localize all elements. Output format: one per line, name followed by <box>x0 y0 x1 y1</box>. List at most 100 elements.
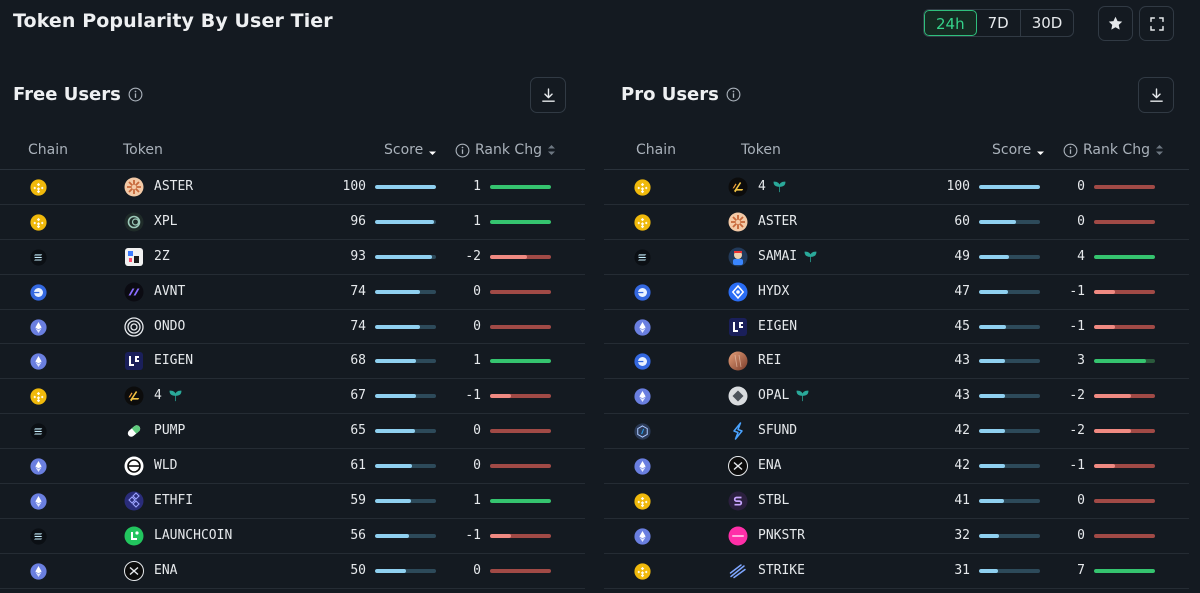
token-symbol: ASTER <box>154 179 194 194</box>
rank-change-bar <box>490 464 551 469</box>
token-name[interactable]: ASTER <box>154 179 193 194</box>
table-header: Chain Token Score Rank Chg <box>604 130 1189 170</box>
token-name[interactable]: 4 <box>154 388 183 403</box>
favorite-button[interactable] <box>1098 6 1133 41</box>
score-bar-fill <box>375 533 410 538</box>
token-name[interactable]: REI <box>758 353 781 368</box>
range-24h-button[interactable]: 24h <box>924 10 977 36</box>
score-value: 67 <box>350 388 366 404</box>
score-value: 43 <box>954 353 970 369</box>
download-button[interactable] <box>1138 77 1174 113</box>
table-row[interactable]: PUMP 65 0 <box>0 414 585 450</box>
rank-change-value: -2 <box>1069 388 1085 404</box>
token-name[interactable]: SAMAI <box>758 249 818 264</box>
download-button[interactable] <box>530 77 566 113</box>
token-name[interactable]: ONDO <box>154 319 185 334</box>
table-row[interactable]: SFUND 42 -2 <box>604 414 1189 450</box>
token-name[interactable]: WLD <box>154 458 177 473</box>
info-icon[interactable] <box>726 87 741 102</box>
rank-change-bar <box>1094 254 1155 259</box>
range-7d-button[interactable]: 7D <box>977 10 1021 36</box>
rank-change-value: 7 <box>1077 562 1085 578</box>
table-row[interactable]: LAUNCHCOIN 56 -1 <box>0 519 585 554</box>
table-body: 4 100 0 ASTER 60 0 SAMAI 49 4 HYDX 47 -1 EIGEN 45 -1 RE… <box>604 170 1189 589</box>
rank-change-bar <box>1094 289 1155 294</box>
table-row[interactable]: ONDO 74 0 <box>0 310 585 345</box>
token-name[interactable]: STRIKE <box>758 563 805 578</box>
table-row[interactable]: STRIKE 31 7 <box>604 554 1189 589</box>
token-name[interactable]: 2Z <box>154 249 170 264</box>
rank-change-bar-fill <box>1094 464 1116 469</box>
ethereum-chain-icon <box>634 318 651 336</box>
token-symbol: SAMAI <box>758 248 798 264</box>
solana-chain-icon <box>30 423 47 440</box>
table-row[interactable]: 4 67 -1 <box>0 379 585 415</box>
token-name[interactable]: LAUNCHCOIN <box>154 528 232 543</box>
table-row[interactable]: EIGEN 45 -1 <box>604 310 1189 345</box>
score-bar <box>979 324 1040 329</box>
table-row[interactable]: SAMAI 49 4 <box>604 240 1189 275</box>
table-row[interactable]: ASTER 100 1 <box>0 170 585 205</box>
table-row[interactable]: WLD 61 0 <box>0 449 585 485</box>
column-rank-change[interactable]: Rank Chg <box>455 142 556 158</box>
rank-change-bar-fill <box>1094 359 1146 364</box>
table-row[interactable]: XPL 96 1 <box>0 205 585 240</box>
rank-change-bar <box>1094 533 1155 538</box>
token-name[interactable]: ASTER <box>758 214 797 229</box>
info-icon[interactable] <box>128 87 143 102</box>
rank-change-value: -2 <box>465 248 481 264</box>
token-name[interactable]: OPAL <box>758 388 810 403</box>
table-row[interactable]: ETHFI 59 1 <box>0 484 585 519</box>
token-name[interactable]: AVNT <box>154 284 185 299</box>
score-value: 74 <box>350 283 366 299</box>
table-row[interactable]: REI 43 3 <box>604 344 1189 380</box>
score-value: 47 <box>954 283 970 299</box>
token-name[interactable]: STBL <box>758 493 789 508</box>
column-score[interactable]: Score <box>384 142 437 158</box>
token-name[interactable]: EIGEN <box>758 319 797 334</box>
fullscreen-button[interactable] <box>1139 6 1174 41</box>
rank-change-bar <box>490 394 551 399</box>
score-bar-fill <box>979 499 1004 504</box>
rank-change-value: 0 <box>1077 493 1085 509</box>
score-value: 31 <box>954 562 970 578</box>
token-symbol: PUMP <box>154 423 186 439</box>
token-name[interactable]: PUMP <box>154 423 185 438</box>
table-row[interactable]: ASTER 60 0 <box>604 205 1189 240</box>
token-symbol: ONDO <box>154 318 186 334</box>
table-row[interactable]: 4 100 0 <box>604 170 1189 205</box>
token-name[interactable]: 4 <box>758 179 787 194</box>
ethereum-chain-icon <box>634 388 651 405</box>
column-score[interactable]: Score <box>992 142 1045 158</box>
wld-token-icon <box>124 456 144 476</box>
token-name[interactable]: SFUND <box>758 423 797 438</box>
rank-change-bar-fill <box>1094 289 1116 294</box>
table-row[interactable]: HYDX 47 -1 <box>604 275 1189 310</box>
rank-change-value: 0 <box>1077 527 1085 543</box>
rank-change-value: -1 <box>465 388 481 404</box>
score-bar-fill <box>375 185 436 189</box>
page-header: Token Popularity By User Tier 24h 7D 30D <box>0 0 1200 50</box>
table-row[interactable]: EIGEN 68 1 <box>0 344 585 380</box>
token-name[interactable]: XPL <box>154 214 177 229</box>
token-name[interactable]: PNKSTR <box>758 528 805 543</box>
four-token-icon <box>728 177 748 197</box>
table-row[interactable]: AVNT 74 0 <box>0 275 585 310</box>
token-name[interactable]: ETHFI <box>154 493 193 508</box>
rank-change-bar <box>1094 499 1155 504</box>
token-name[interactable]: EIGEN <box>154 353 193 368</box>
score-bar-fill <box>979 289 1008 294</box>
range-30d-button[interactable]: 30D <box>1031 14 1063 32</box>
column-rank-change[interactable]: Rank Chg <box>1063 142 1164 158</box>
table-row[interactable]: OPAL 43 -2 <box>604 379 1189 415</box>
table-row[interactable]: ENA 50 0 <box>0 554 585 589</box>
token-name[interactable]: ENA <box>758 458 781 473</box>
score-bar-fill <box>375 289 421 294</box>
table-row[interactable]: 2Z 93 -2 <box>0 240 585 275</box>
token-name[interactable]: HYDX <box>758 284 789 299</box>
score-bar <box>375 464 436 469</box>
table-row[interactable]: PNKSTR 32 0 <box>604 519 1189 554</box>
table-row[interactable]: STBL 41 0 <box>604 484 1189 519</box>
token-name[interactable]: ENA <box>154 563 177 578</box>
table-row[interactable]: ENA 42 -1 <box>604 449 1189 485</box>
